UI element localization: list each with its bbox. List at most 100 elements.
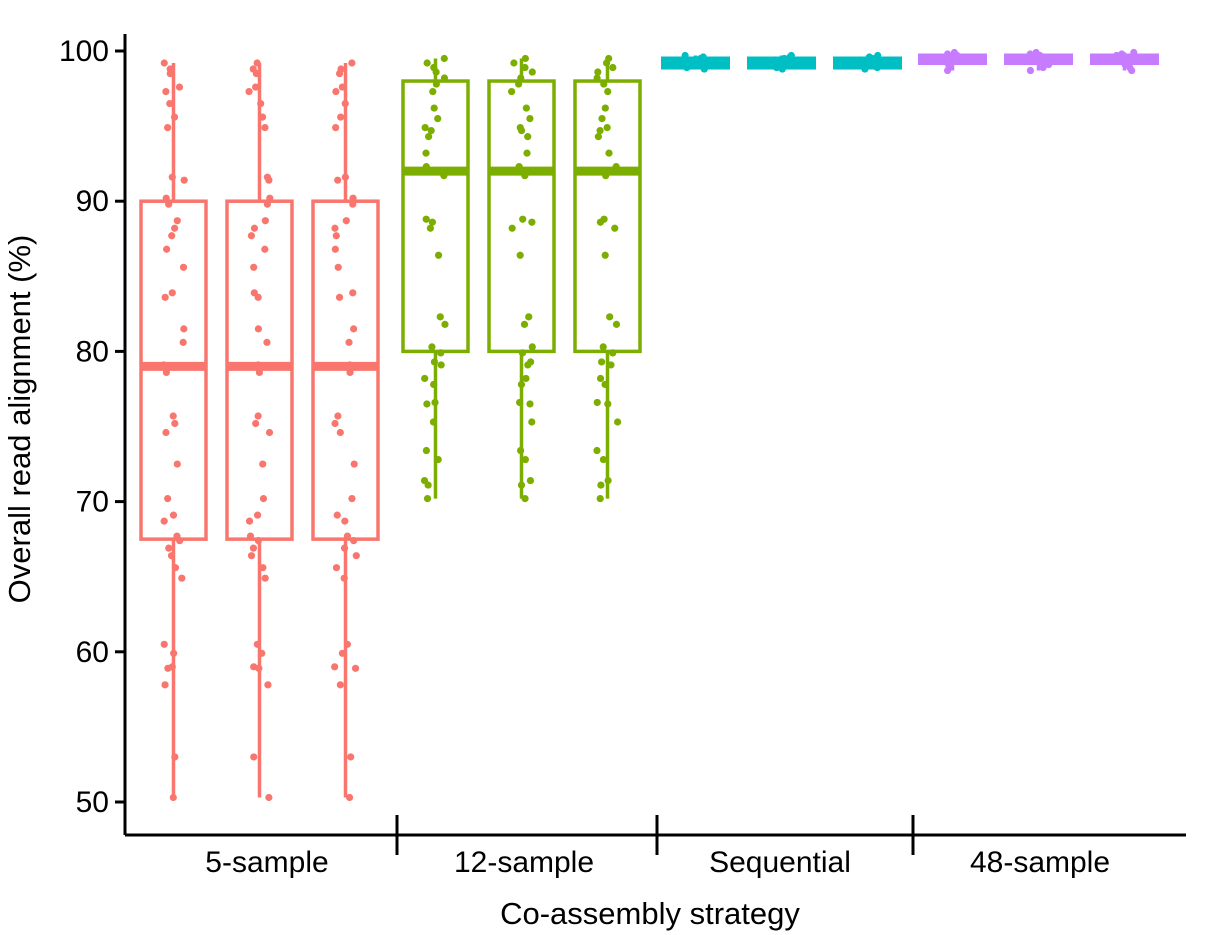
data-point xyxy=(331,419,339,428)
y-tick-label-70: 70 xyxy=(76,486,109,519)
data-point xyxy=(160,59,168,67)
data-point xyxy=(596,374,605,383)
data-point xyxy=(179,263,188,271)
data-point xyxy=(331,663,339,671)
data-point xyxy=(607,361,615,369)
data-point xyxy=(343,640,351,648)
data-point xyxy=(249,65,257,73)
data-point xyxy=(259,564,267,572)
data-point xyxy=(178,574,186,582)
data-point xyxy=(510,59,518,67)
data-point xyxy=(596,127,604,135)
data-point xyxy=(349,194,357,202)
data-point xyxy=(334,412,342,420)
data-point xyxy=(525,313,533,321)
data-point xyxy=(165,544,173,552)
data-point xyxy=(180,176,188,184)
data-point xyxy=(594,133,602,141)
data-point xyxy=(522,104,530,112)
data-point xyxy=(263,338,271,346)
data-point xyxy=(423,400,431,408)
data-point xyxy=(160,640,168,648)
data-point xyxy=(331,245,339,253)
data-point xyxy=(524,133,532,141)
data-point xyxy=(351,664,360,672)
data-point xyxy=(348,494,356,503)
data-point xyxy=(350,325,358,333)
data-point xyxy=(508,224,516,232)
data-point xyxy=(162,194,170,202)
data-point xyxy=(604,400,612,408)
data-point xyxy=(517,481,526,489)
data-point xyxy=(252,419,260,428)
x-tick-label-1: 5-sample xyxy=(205,846,328,879)
data-point xyxy=(261,574,269,582)
data-point xyxy=(165,200,173,208)
data-point xyxy=(247,232,256,240)
data-point xyxy=(422,215,430,223)
data-point xyxy=(332,564,341,572)
data-point xyxy=(599,343,607,351)
data-point xyxy=(522,374,530,383)
data-point xyxy=(338,83,346,91)
data-point xyxy=(161,293,169,301)
box-body xyxy=(401,79,470,354)
data-point xyxy=(681,51,689,60)
data-point xyxy=(1039,63,1047,72)
data-point xyxy=(605,54,613,63)
data-point xyxy=(261,245,269,253)
data-point xyxy=(865,53,874,61)
data-point xyxy=(171,564,180,572)
data-point xyxy=(421,124,429,132)
data-point xyxy=(519,215,527,223)
data-point xyxy=(598,358,606,366)
data-point xyxy=(430,63,438,72)
data-point xyxy=(167,552,176,560)
data-point xyxy=(173,217,181,225)
data-point xyxy=(515,80,523,88)
data-point xyxy=(259,494,268,503)
y-tick-label-50: 50 xyxy=(76,786,109,819)
data-point xyxy=(434,455,442,464)
data-point xyxy=(162,428,170,437)
data-point xyxy=(349,289,357,297)
y-tick-label-80: 80 xyxy=(76,335,109,368)
data-point xyxy=(441,320,449,328)
data-point xyxy=(253,640,261,648)
data-point xyxy=(245,517,254,525)
data-point xyxy=(166,99,174,108)
data-point xyxy=(334,263,342,271)
data-point xyxy=(162,87,170,96)
data-point xyxy=(598,114,606,123)
data-point xyxy=(437,361,445,369)
data-point xyxy=(521,54,529,63)
data-point xyxy=(700,65,708,73)
axes: 50 60 70 80 90 100 5-sample 12-sample Sequential… xyxy=(59,34,1186,879)
data-point xyxy=(258,113,267,121)
data-point xyxy=(1032,48,1040,57)
data-point xyxy=(601,380,609,389)
data-point xyxy=(252,83,260,91)
data-point xyxy=(422,149,430,157)
data-point xyxy=(429,87,437,96)
data-point xyxy=(259,460,267,468)
y-tick-label-60: 60 xyxy=(76,636,109,669)
data-point xyxy=(341,517,349,525)
data-point xyxy=(614,418,622,426)
data-point xyxy=(508,87,516,96)
data-point xyxy=(332,87,340,96)
data-point xyxy=(168,663,176,671)
data-point xyxy=(168,289,176,297)
y-tick-label-100: 100 xyxy=(59,35,109,68)
box-2-2 xyxy=(487,54,556,503)
data-point xyxy=(163,245,171,253)
data-point xyxy=(254,412,262,420)
data-point xyxy=(350,537,358,545)
data-point xyxy=(599,455,608,464)
data-point xyxy=(436,313,444,321)
data-point xyxy=(263,200,271,208)
data-point xyxy=(520,320,529,328)
box-2-3 xyxy=(573,54,642,503)
data-point xyxy=(434,251,443,259)
box-1-1 xyxy=(139,59,208,802)
